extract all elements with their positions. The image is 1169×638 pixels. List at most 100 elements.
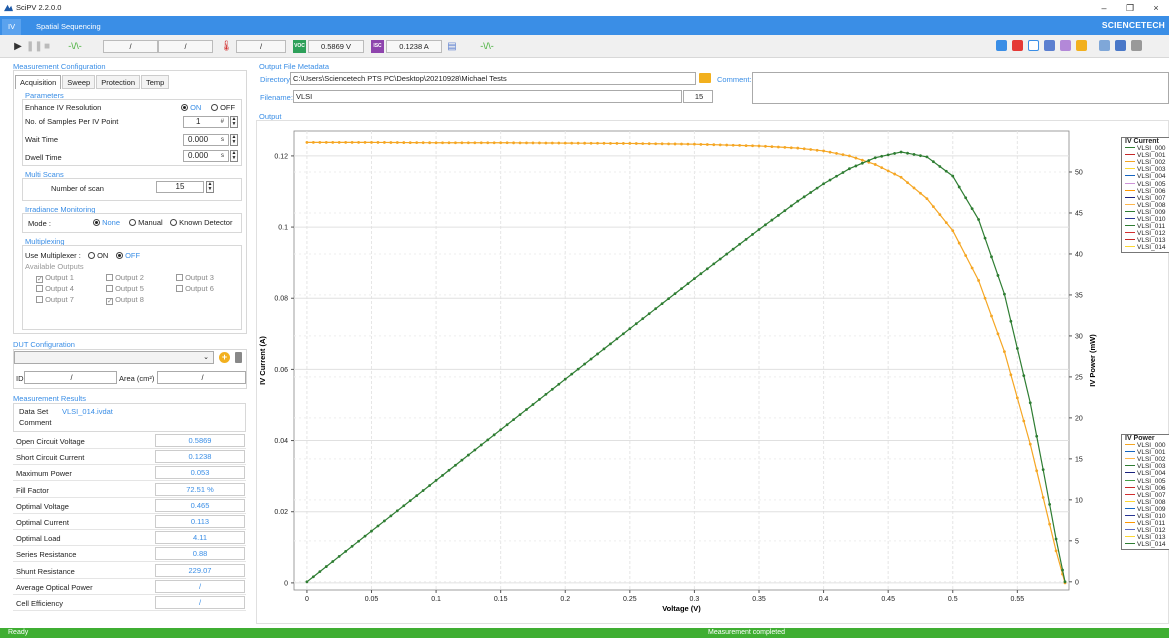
minimize-button[interactable]: –: [1101, 3, 1107, 13]
mode-none-radio[interactable]: None: [93, 218, 120, 227]
data-point: [1041, 496, 1045, 499]
area-input[interactable]: /: [157, 371, 246, 384]
result-label: Average Optical Power: [16, 582, 93, 592]
legend-item: VLSI_013: [1122, 534, 1169, 541]
pdf-report-icon[interactable]: [1012, 40, 1023, 51]
dut-id-input[interactable]: /: [24, 371, 117, 384]
result-row: Fill Factor 72.51 %: [13, 482, 246, 498]
mode-known-detector-radio[interactable]: Known Detector: [170, 218, 232, 227]
wait-time-input[interactable]: 0.000 s: [183, 134, 229, 146]
data-point: [873, 163, 877, 166]
zoom-icon[interactable]: [1099, 40, 1110, 51]
trash-icon[interactable]: [1060, 40, 1071, 51]
data-point: [931, 160, 935, 164]
edit-icon[interactable]: [1131, 40, 1142, 51]
data-point: [350, 544, 354, 548]
dwell-time-input[interactable]: 0.000 s: [183, 150, 229, 162]
mux-off-radio[interactable]: OFF: [116, 251, 140, 260]
calculator-icon[interactable]: ▤: [447, 41, 457, 52]
data-point: [499, 141, 503, 145]
enhance-off-radio[interactable]: OFF: [211, 103, 235, 112]
enhance-on-radio[interactable]: ON: [181, 103, 201, 112]
data-point: [583, 362, 587, 366]
stop-icon[interactable]: ■: [43, 41, 51, 52]
tab-sweep[interactable]: Sweep: [62, 75, 96, 89]
data-point: [583, 141, 587, 145]
mux-on-radio[interactable]: ON: [88, 251, 108, 260]
legend-item: VLSI_003: [1122, 463, 1169, 470]
file-index-input[interactable]: 15: [683, 90, 713, 103]
browse-folder-icon[interactable]: [699, 73, 711, 83]
directory-input[interactable]: C:\Users\Sciencetech PTS PC\Desktop\2021…: [290, 72, 696, 85]
output-3-checkbox[interactable]: Output 3: [176, 273, 214, 282]
list-icon[interactable]: [1044, 40, 1055, 51]
data-point: [621, 332, 625, 336]
add-dut-icon[interactable]: +: [219, 352, 230, 363]
output-6-checkbox[interactable]: Output 6: [176, 284, 214, 293]
output-5-label: Output 5: [115, 284, 144, 293]
tab-temp[interactable]: Temp: [141, 75, 170, 89]
delete-dut-icon[interactable]: [235, 352, 242, 363]
close-button[interactable]: ×: [1153, 3, 1159, 13]
filename-input[interactable]: VLSI: [293, 90, 682, 103]
legend-item: VLSI_007: [1122, 195, 1169, 202]
filter-icon[interactable]: [1115, 40, 1126, 51]
pause-icon[interactable]: ❚❚: [26, 41, 43, 52]
file-comment-input[interactable]: [752, 72, 1169, 104]
output-2-checkbox[interactable]: Output 2: [106, 273, 144, 282]
y-tick-label: 0: [284, 580, 288, 587]
data-point: [667, 297, 670, 301]
mode-manual-radio[interactable]: Manual: [129, 218, 163, 227]
isc-field: 0.1238 A: [386, 40, 442, 53]
dwell-time-stepper[interactable]: ▲ ▼: [230, 150, 238, 162]
data-point: [383, 141, 386, 144]
y-tick-label: 0.02: [274, 509, 288, 516]
data-point: [802, 195, 806, 199]
output-4-checkbox[interactable]: Output 4: [36, 284, 74, 293]
result-row: Maximum Power 0.053: [13, 465, 246, 482]
data-point: [654, 142, 658, 146]
data-point: [311, 140, 315, 144]
tab-spatial-sequencing[interactable]: Spatial Sequencing: [36, 22, 101, 31]
output-8-checkbox[interactable]: ✓ Output 8: [106, 295, 144, 305]
data-point: [628, 327, 632, 331]
wait-time-stepper[interactable]: ▲ ▼: [230, 134, 238, 146]
y2-tick-label: 20: [1075, 415, 1083, 422]
data-point: [938, 213, 942, 217]
iv-curve-options-icon[interactable]: -\/\-: [480, 41, 494, 51]
tab-protection[interactable]: Protection: [96, 75, 140, 89]
restore-button[interactable]: ❐: [1125, 3, 1135, 13]
tab-acquisition[interactable]: Acquisition: [15, 75, 62, 89]
number-of-scan-stepper[interactable]: ▲ ▼: [206, 181, 214, 193]
measurement-config-title: Measurement Configuration: [13, 62, 106, 71]
data-point: [680, 287, 683, 291]
enhance-iv-label: Enhance IV Resolution: [25, 103, 102, 112]
samples-input[interactable]: 1 #: [183, 116, 229, 128]
output-1-checkbox[interactable]: ✓ Output 1: [36, 273, 74, 283]
output-7-checkbox[interactable]: Output 7: [36, 295, 74, 304]
number-of-scan-input[interactable]: 15: [156, 181, 204, 193]
legend-swatch: [1125, 486, 1135, 488]
legend-swatch: [1125, 189, 1135, 191]
radio-indicator: [88, 252, 95, 259]
legend-item: VLSI_008: [1122, 202, 1169, 209]
y2-tick-label: 40: [1075, 251, 1083, 258]
dut-select[interactable]: ⌄: [14, 351, 214, 364]
play-icon[interactable]: ▶: [14, 41, 22, 52]
tab-iv[interactable]: IV: [2, 19, 22, 35]
samples-stepper[interactable]: ▲ ▼: [230, 116, 238, 128]
iv-report-icon[interactable]: [996, 40, 1007, 51]
result-value: 0.1238: [155, 450, 245, 464]
x-tick-label: 0.3: [690, 596, 700, 603]
enhance-off-label: OFF: [220, 103, 236, 112]
data-point: [363, 140, 367, 144]
iv-curve-mode-icon[interactable]: -\/\-: [68, 41, 82, 51]
output-5-checkbox[interactable]: Output 5: [106, 284, 144, 293]
folder-icon[interactable]: [1076, 40, 1087, 51]
data-point: [479, 443, 483, 447]
legend-swatch: [1125, 536, 1135, 538]
radio-indicator: [116, 252, 123, 259]
fit-view-icon[interactable]: [1028, 40, 1039, 51]
plot-area: [293, 130, 1070, 591]
legend-swatch: [1125, 218, 1135, 220]
